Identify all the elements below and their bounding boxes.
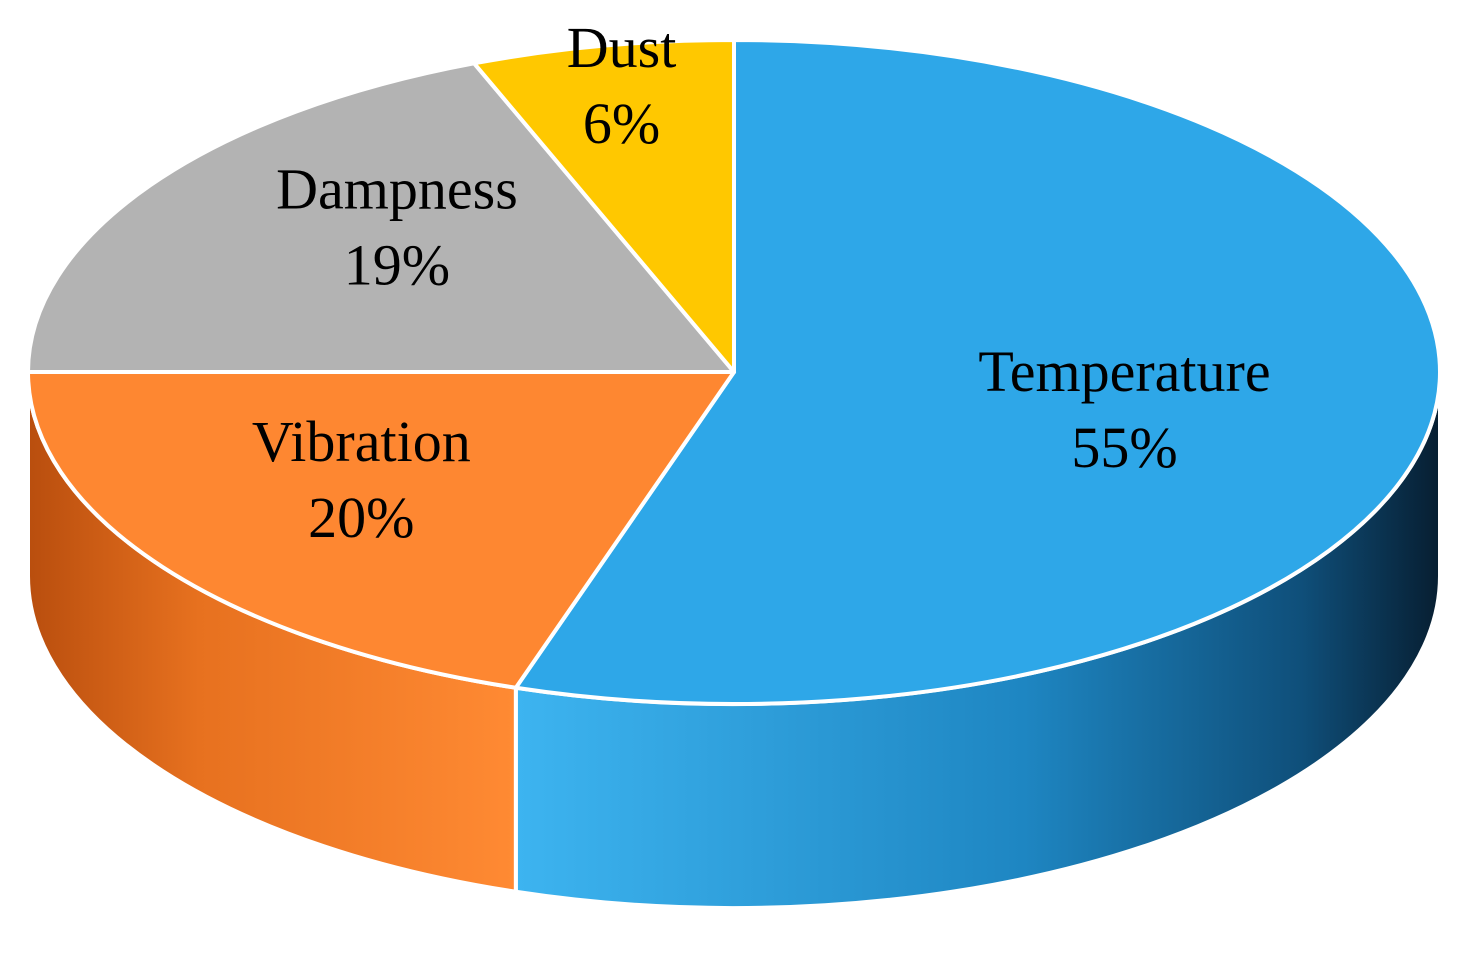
pie-label-dust: Dust (567, 15, 677, 80)
pie-value-vibration: 20% (308, 485, 414, 550)
pie-value-temperature: 55% (1071, 415, 1177, 480)
pie-slices (26, 38, 1442, 706)
pie-label-dampness: Dampness (276, 156, 518, 221)
pie-value-dust: 6% (583, 91, 660, 156)
pie-label-temperature: Temperature (978, 339, 1270, 404)
pie-slice-dust (472, 38, 736, 374)
pie-slice-dampness (26, 61, 736, 374)
pie-labels: Temperature 55% Vibration 20% Dampness 19% Dus… (252, 15, 1271, 550)
pie-label-vibration: Vibration (252, 409, 471, 474)
pie-value-dampness: 19% (344, 232, 450, 297)
pie-slice-temperature (513, 38, 1442, 706)
pie-slice-vibration (26, 370, 736, 690)
